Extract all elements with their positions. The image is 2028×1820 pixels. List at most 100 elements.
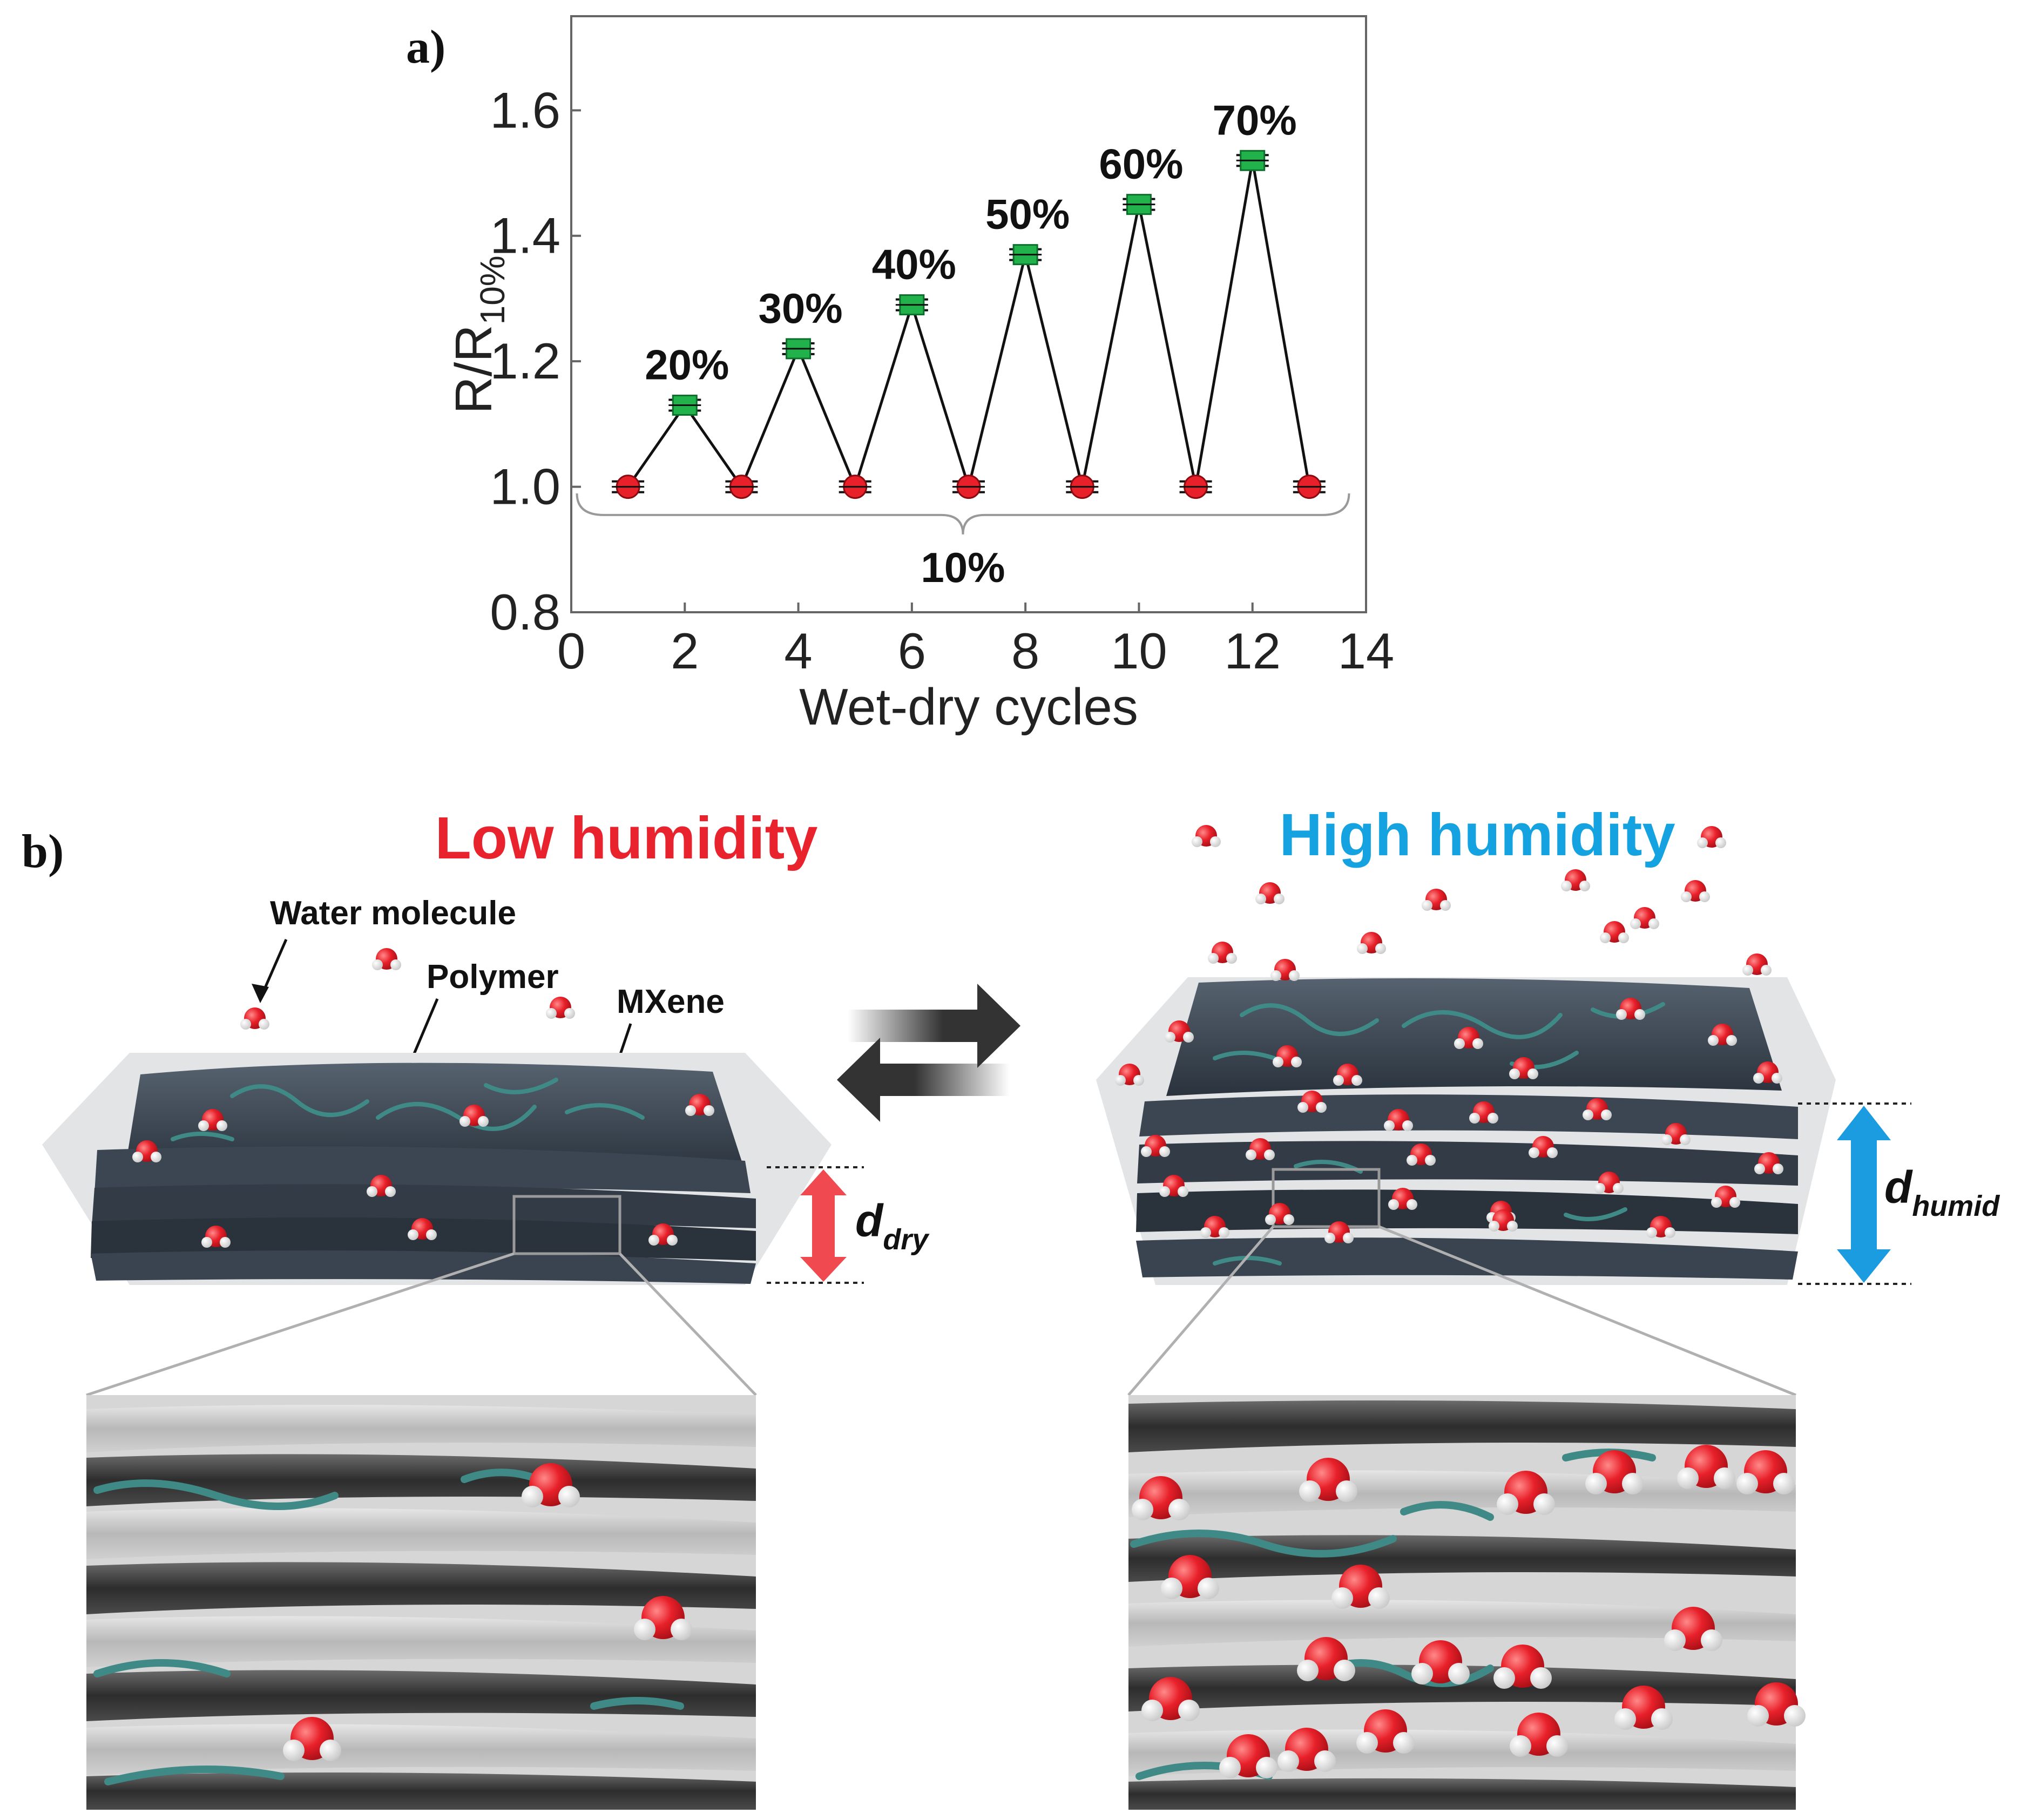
low-zoom-sheet-6 (86, 1670, 756, 1721)
dry-point (725, 475, 758, 499)
d-humid-arrow (1837, 1106, 1891, 1283)
water-molecule (1388, 1188, 1417, 1210)
water-molecule (1681, 880, 1710, 902)
water-molecules (132, 825, 1806, 1778)
x-tick-label: 10 (1111, 623, 1167, 679)
high-slab-sheet-3 (1137, 1141, 1798, 1186)
water-molecule-zoom (522, 1463, 580, 1507)
dry-point (1179, 475, 1212, 499)
dry-point (952, 475, 985, 499)
d-humid-label: dhumid (1884, 1162, 2000, 1222)
y-tick-label: 0.8 (490, 584, 560, 640)
d-humid-label-main: d (1884, 1162, 1913, 1213)
water-molecule-zoom (1664, 1607, 1722, 1651)
water-molecule (1661, 1123, 1691, 1145)
water-molecule (1273, 1045, 1302, 1067)
x-tick-label: 14 (1338, 623, 1395, 679)
low-zoom-sheet-8 (86, 1772, 756, 1810)
x-tick-label: 4 (784, 623, 812, 679)
low-zoom-polymer (93, 1469, 684, 1785)
water-molecule (1270, 959, 1300, 981)
y-tick-label: 1.0 (490, 458, 560, 515)
peak-label: 30% (759, 285, 843, 332)
water-molecule (1141, 1135, 1170, 1157)
water-molecule-zoom (1497, 1471, 1555, 1515)
peak-label: 20% (645, 341, 729, 389)
water-molecule (132, 1140, 161, 1162)
dry-point (1293, 475, 1326, 499)
water-molecule (1646, 1216, 1675, 1238)
d-dry-label: ddry (855, 1195, 930, 1256)
data-markers (612, 150, 1326, 499)
panel-a-letter: a) (406, 21, 445, 73)
low-slab-sheet-5 (91, 1250, 756, 1284)
water-molecule-zoom (1299, 1458, 1357, 1502)
peak-label: 40% (872, 241, 956, 288)
d-dry-indicator: ddry (767, 1166, 930, 1284)
water-molecule (1115, 1064, 1144, 1086)
water-molecule (201, 1226, 231, 1248)
water-molecule-zoom (1614, 1686, 1673, 1730)
water-molecule (459, 1105, 489, 1127)
d-dry-arrow (800, 1169, 847, 1282)
x-tick-label: 2 (671, 623, 699, 679)
x-tick-label: 6 (898, 623, 926, 679)
low-zoom-funnel (86, 1252, 757, 1397)
wet-point (1009, 244, 1042, 266)
y-axis-title-sub: 10% (473, 255, 512, 324)
water-molecule (240, 1007, 269, 1030)
water-molecule (1742, 953, 1772, 976)
d-humid-indicator: dhumid (1798, 1102, 2000, 1285)
water-molecule (1697, 826, 1726, 848)
dry-point (1066, 475, 1099, 499)
high-slab-sheet-4 (1136, 1189, 1798, 1234)
water-molecule (1561, 869, 1590, 891)
dry-point (612, 475, 645, 499)
water-molecule (1165, 1020, 1194, 1043)
water-molecule (685, 1094, 714, 1116)
water-molecule (546, 997, 575, 1019)
dry-brace (576, 493, 1350, 535)
panel-a: a) 0 2 4 6 8 10 12 14 0.8 1.0 1.2 1.4 1.6 Wet-dry c… (406, 15, 1394, 736)
water-molecule (1753, 1061, 1782, 1084)
water-molecule (1754, 1152, 1783, 1174)
water-molecule (1200, 1216, 1229, 1238)
d-humid-label-sub: humid (1912, 1190, 2000, 1222)
dry-point (839, 475, 871, 499)
water-molecule-zoom (1493, 1645, 1552, 1689)
low-zoom-box (512, 1195, 621, 1255)
y-axis-title: R/R10% (445, 255, 512, 414)
peak-labels: 20% 30% 40% 50% 60% 70% (645, 96, 1297, 388)
wet-point (1236, 150, 1269, 171)
low-zoom-sheet-3 (86, 1508, 756, 1559)
water-molecule (1529, 1136, 1558, 1158)
x-tick-label: 0 (557, 623, 585, 679)
y-tick-label: 1.6 (490, 82, 560, 138)
high-slab-sheet-5 (1136, 1237, 1798, 1280)
low-zoom-sheet-4 (86, 1562, 756, 1614)
x-tick-label: 8 (1011, 623, 1039, 679)
arrow-to-high (848, 984, 1020, 1068)
arrow-to-low (837, 1038, 1010, 1122)
panel-b-letter: b) (22, 826, 64, 878)
callout-mxene: MXene (617, 983, 725, 1020)
low-zoom-sheet-7 (86, 1724, 756, 1775)
water-molecule-zoom (1219, 1734, 1277, 1778)
callout-water-arrowhead (252, 984, 269, 1003)
water-molecule (408, 1218, 437, 1240)
water-molecule (1159, 1175, 1188, 1197)
y-axis-title-main: R/R (445, 324, 503, 414)
x-axis-title: Wet-dry cycles (799, 678, 1138, 736)
x-axis-ticks: 0 2 4 6 8 10 12 14 (557, 603, 1394, 679)
y-tick-label: 1.2 (490, 333, 560, 389)
water-molecule (1489, 1209, 1518, 1232)
low-humidity-title: Low humidity (435, 805, 818, 871)
water-molecule (1384, 1109, 1413, 1131)
high-zoom-sheet-7 (1128, 1778, 1796, 1810)
water-molecule (1324, 1221, 1354, 1243)
water-molecule (1509, 1057, 1538, 1079)
water-molecule-zoom (1585, 1450, 1644, 1494)
panel-b: b) Low humidity High humidity Water mole… (22, 802, 2000, 1810)
d-dry-label-sub: dry (883, 1223, 930, 1256)
